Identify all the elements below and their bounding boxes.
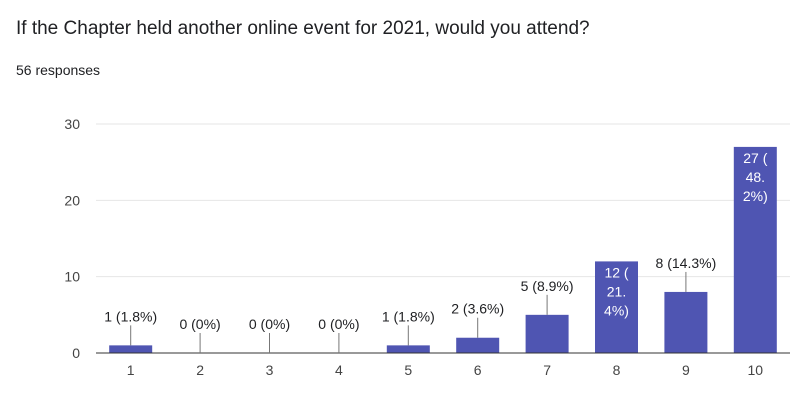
x-tick-label: 2 [196, 362, 204, 378]
data-label-3: 0 (0%) [249, 316, 290, 332]
bar-10 [733, 146, 777, 353]
data-label-8: 4%) [604, 302, 629, 318]
gridlines [96, 123, 790, 278]
data-label-8: 21. [607, 283, 626, 299]
data-label-9: 8 (14.3%) [656, 255, 717, 271]
data-label-7: 5 (8.9%) [521, 278, 574, 294]
data-labels: 1 (1.8%) 0 (0%) 0 (0%) 0 (0%) 1 (1.8%) 2 (3.6… [104, 150, 768, 353]
x-tick-label: 10 [748, 362, 764, 378]
bar-7 [525, 314, 569, 353]
x-tick-label: 3 [266, 362, 274, 378]
bar-8 [595, 261, 638, 353]
x-tick-label: 6 [474, 362, 482, 378]
data-label-10: 2%) [743, 188, 768, 204]
data-label-8: 12 ( [604, 264, 628, 280]
question-title: If the Chapter held another online event… [16, 18, 590, 39]
y-tick-label: 30 [64, 116, 80, 132]
bars [96, 146, 790, 354]
x-axis-ticks: 1 2 3 4 5 6 7 8 9 10 [127, 362, 763, 378]
bar-6 [456, 337, 500, 353]
y-tick-label: 0 [72, 345, 80, 361]
x-tick-label: 7 [543, 362, 551, 378]
bar-5 [386, 345, 430, 353]
y-tick-label: 20 [64, 192, 80, 208]
y-tick-label: 10 [64, 269, 80, 285]
x-tick-label: 1 [127, 362, 135, 378]
data-label-10: 27 ( [743, 150, 767, 166]
data-label-5: 1 (1.8%) [382, 308, 435, 324]
data-label-10: 48. [746, 169, 765, 185]
data-label-6: 2 (3.6%) [451, 301, 504, 317]
bar-9 [664, 291, 708, 353]
data-label-4: 0 (0%) [318, 316, 359, 332]
x-tick-label: 4 [335, 362, 343, 378]
data-label-2: 0 (0%) [179, 316, 220, 332]
bar-1 [109, 345, 153, 353]
x-tick-label: 9 [682, 362, 690, 378]
x-tick-label: 8 [613, 362, 621, 378]
x-tick-label: 5 [404, 362, 412, 378]
y-axis-ticks: 0 10 20 30 [64, 116, 80, 361]
data-label-1: 1 (1.8%) [104, 308, 157, 324]
response-count: 56 responses [16, 62, 101, 78]
